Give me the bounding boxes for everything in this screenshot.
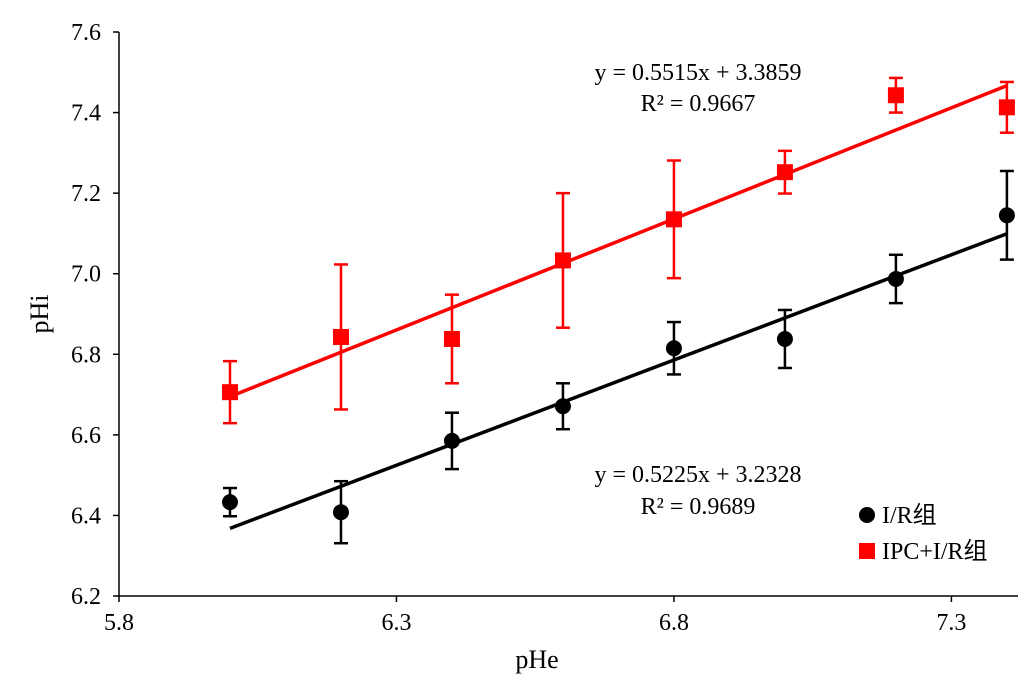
- data-point-ir: [554, 398, 571, 415]
- legend-marker-ipc-ir: [859, 543, 875, 559]
- y-tick-label: 7.4: [71, 101, 101, 127]
- black-trend-r2: R² = 0.9689: [641, 494, 756, 520]
- legend-label-ir: I/R组: [882, 502, 937, 529]
- data-point-ipc-ir: [221, 384, 238, 401]
- legend-marker-ir: [859, 507, 875, 523]
- marks: [221, 76, 1015, 545]
- x-tick-label: 6.3: [381, 610, 411, 636]
- x-tick-label: 6.8: [659, 610, 689, 636]
- trendline-ir: [229, 232, 1008, 531]
- axes: 6.2 6.4 6.6 6.8 7.0 7.2 7.4 7.6 5.8 6.3 6.8 7.3: [71, 20, 1018, 636]
- red-trend-r2: R² = 0.9667: [641, 91, 756, 117]
- data-point-ir: [887, 270, 904, 287]
- legend-label-ipc-ir: IPC+I/R组: [882, 538, 988, 565]
- red-trend-equation: y = 0.5515x + 3.3859: [594, 60, 801, 86]
- black-trend-equation: y = 0.5225x + 3.2328: [594, 462, 801, 488]
- data-point-ipc-ir: [554, 252, 571, 269]
- data-point-ipc-ir: [665, 211, 682, 228]
- data-point-ir: [776, 330, 793, 347]
- y-tick-label: 7.2: [71, 181, 101, 207]
- data-point-ir: [665, 340, 682, 357]
- data-point-ir: [332, 504, 349, 521]
- x-tick-label: 5.8: [104, 610, 134, 636]
- y-tick-label: 6.8: [71, 342, 101, 368]
- y-tick-label: 7.6: [71, 20, 101, 46]
- data-point-ipc-ir: [776, 164, 793, 181]
- data-point-ir: [221, 494, 238, 511]
- y-axis-label: pHi: [25, 295, 54, 334]
- x-tick-label: 7.3: [936, 610, 966, 636]
- y-tick-label: 6.2: [71, 584, 101, 610]
- data-point-ir: [443, 432, 460, 449]
- data-point-ipc-ir: [887, 87, 904, 104]
- y-tick-label: 7.0: [71, 262, 101, 288]
- data-point-ipc-ir: [443, 330, 460, 347]
- data-point-ir: [998, 207, 1015, 224]
- x-axis-label: pHe: [515, 645, 558, 674]
- data-point-ipc-ir: [332, 328, 349, 345]
- data-point-ipc-ir: [998, 99, 1015, 116]
- y-tick-label: 6.4: [71, 503, 101, 529]
- y-tick-label: 6.6: [71, 423, 101, 449]
- legend: I/R组 IPC+I/R组: [859, 502, 988, 565]
- trendline-ipc-ir: [229, 83, 1008, 399]
